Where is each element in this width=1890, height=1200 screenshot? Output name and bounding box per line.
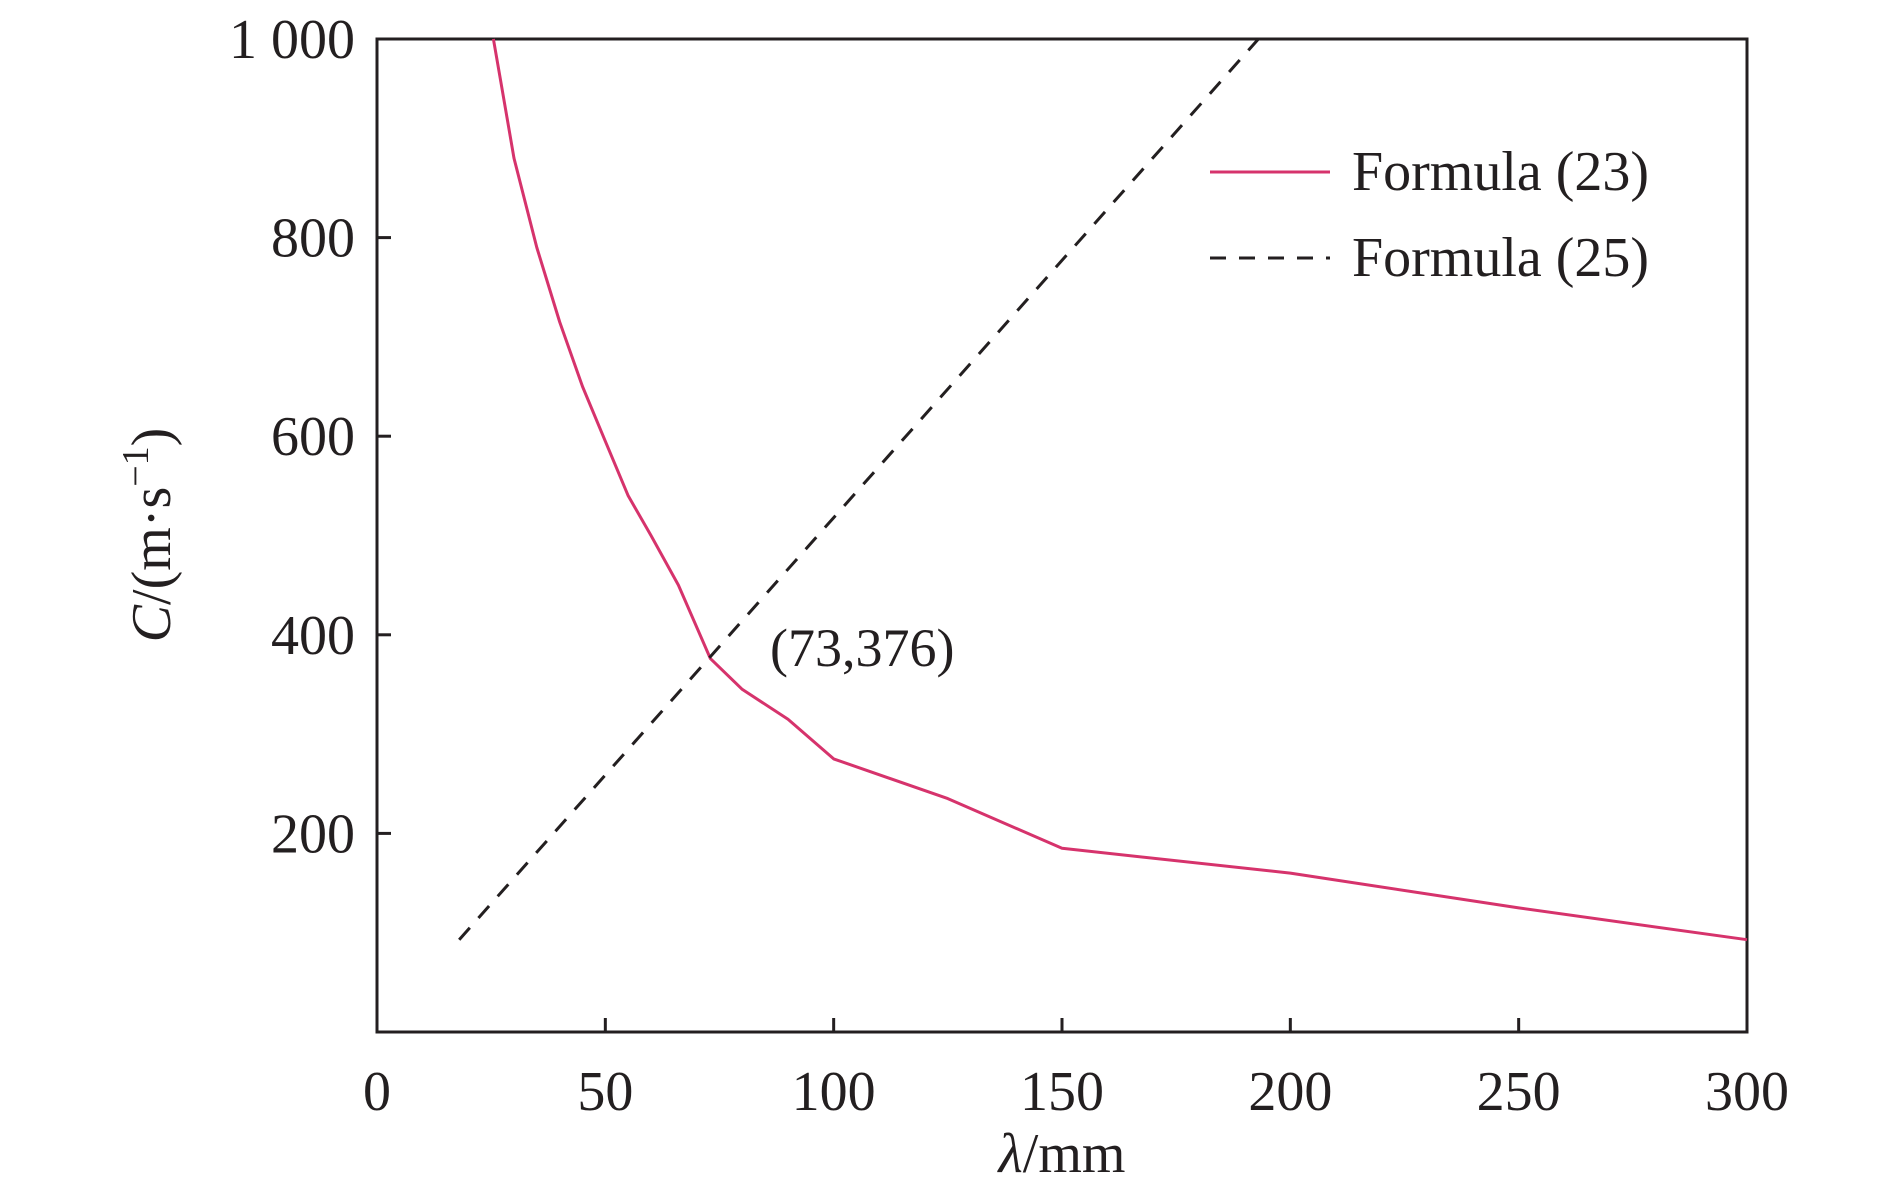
- x-tick-label: 200: [1248, 1061, 1332, 1123]
- y-tick-label: 600: [271, 406, 355, 468]
- x-tick-label: 250: [1477, 1061, 1561, 1123]
- series-layer: [458, 38, 1748, 942]
- x-tick-label: 150: [1020, 1061, 1104, 1123]
- y-axis-ticks: 200 400 600 800 1 000: [229, 9, 391, 865]
- x-axis-title: λ/mm: [997, 1123, 1126, 1185]
- y-tick-label: 200: [271, 803, 355, 865]
- x-tick-label: 100: [792, 1061, 876, 1123]
- x-tick-label: 300: [1705, 1061, 1789, 1123]
- y-tick-label: 400: [271, 605, 355, 667]
- legend-label-formula-23: Formula (23): [1352, 141, 1649, 203]
- legend-label-formula-25: Formula (25): [1352, 227, 1649, 289]
- y-tick-label: 800: [271, 208, 355, 270]
- series-line-formula-23: [491, 38, 1748, 942]
- y-axis-title-group: C/(m·s−1): [115, 428, 183, 643]
- legend: Formula (23) Formula (25): [1210, 141, 1649, 289]
- x-axis-ticks: 0 50 100 150 200 250 300: [363, 1018, 1789, 1123]
- series-line-formula-25: [458, 38, 1260, 941]
- x-tick-label: 0: [363, 1061, 391, 1123]
- intersection-annotation: (73,376): [770, 618, 954, 678]
- x-tick-label: 50: [577, 1061, 633, 1123]
- y-tick-label: 1 000: [229, 9, 355, 71]
- y-axis-title: C/(m·s−1): [115, 428, 183, 643]
